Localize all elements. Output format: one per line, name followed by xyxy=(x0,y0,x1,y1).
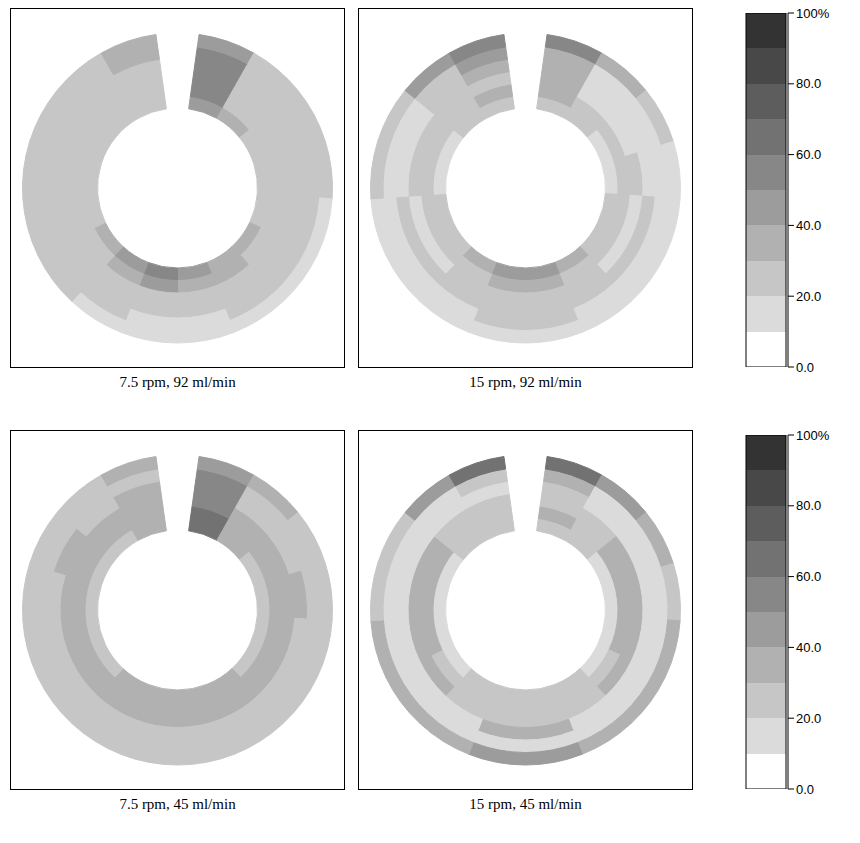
svg-text:0.0: 0.0 xyxy=(796,360,814,375)
html-text:7.5 rpm, 45 ml/min: 7.5 rpm, 45 ml/min xyxy=(119,796,236,812)
svg-text:80.0: 80.0 xyxy=(796,76,821,91)
svg-text:20.0: 20.0 xyxy=(796,711,821,726)
svg-text:0.0: 0.0 xyxy=(796,782,814,797)
svg-text:60.0: 60.0 xyxy=(796,569,821,584)
svg-text:40.0: 40.0 xyxy=(796,218,821,233)
svg-text:40.0: 40.0 xyxy=(796,640,821,655)
svg-text:60.0: 60.0 xyxy=(796,147,821,162)
svg-text:100%: 100% xyxy=(796,6,830,21)
svg-text:80.0: 80.0 xyxy=(796,498,821,513)
svg-text:20.0: 20.0 xyxy=(796,289,821,304)
html-text:7.5 rpm, 92 ml/min: 7.5 rpm, 92 ml/min xyxy=(119,374,236,390)
html-text:15 rpm, 45 ml/min: 15 rpm, 45 ml/min xyxy=(469,796,582,812)
svg-text:100%: 100% xyxy=(796,428,830,443)
html-text:15 rpm, 92 ml/min: 15 rpm, 92 ml/min xyxy=(469,374,582,390)
